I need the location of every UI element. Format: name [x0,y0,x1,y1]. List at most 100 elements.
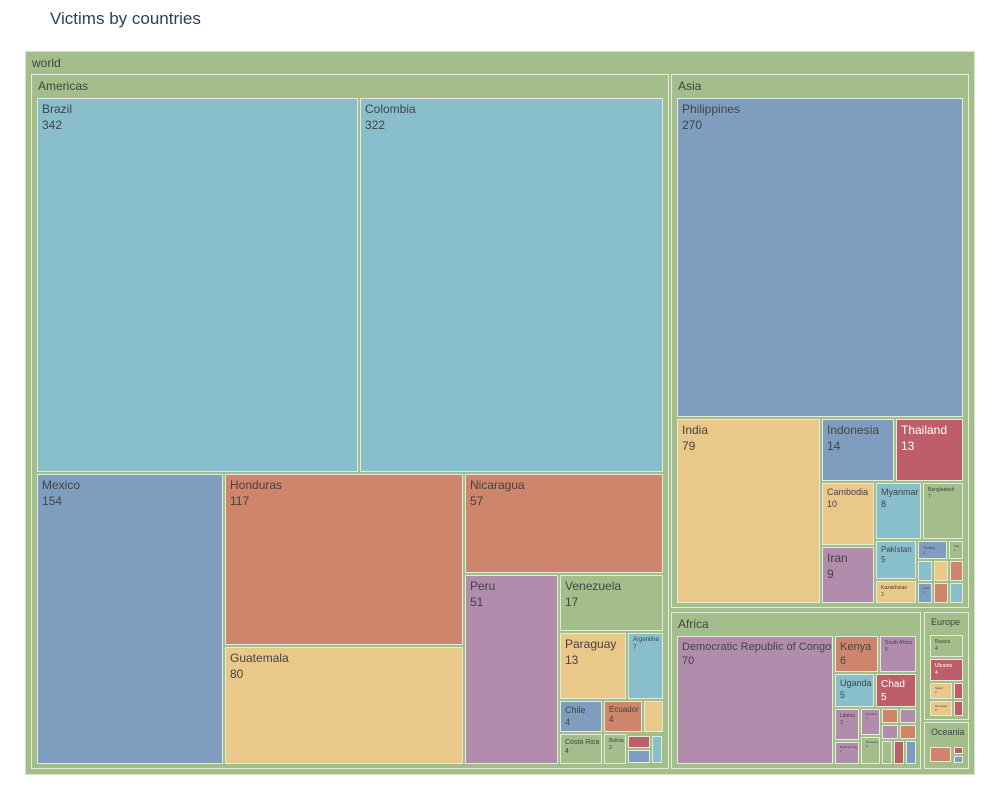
treemap-tile-colombia[interactable]: Colombia 322 [360,98,663,472]
tile-value: 5 [840,689,846,700]
tile-label: Bolivia 2 [609,738,624,751]
tile-name: Bangladesh [928,487,955,493]
treemap-tile-oc-s1[interactable] [930,747,951,762]
tile-value: 5 [885,646,888,653]
treemap-tile-as-s3[interactable] [950,561,963,581]
treemap-tile-as-s2[interactable] [934,561,948,581]
treemap-tile-as-s4[interactable] [934,583,948,603]
tile-value: 5 [881,555,886,565]
treemap-tile-ecuador[interactable]: Ecuador 4 [604,701,642,732]
tile-value: 80 [230,666,244,681]
tile-label: Peru 51 [470,579,495,610]
treemap-tile-paraguay[interactable]: Paraguay 13 [560,633,626,699]
tile-label: Paraguay 13 [565,637,616,668]
tile-name: Brazil [42,102,73,116]
tile-name: Cambodia [827,487,869,497]
treemap-tile-eu-s2[interactable] [954,701,963,716]
tile-label: Americas [38,79,88,95]
tile-value: 51 [470,594,484,609]
treemap-tile-chad[interactable]: Chad 5 [876,674,916,707]
treemap-tile-gambia[interactable]: Gambia 2 [861,709,880,735]
treemap-tile-kazakhstan[interactable]: Kazakhstan 3 [876,581,916,603]
tile-name: Romania [935,704,948,708]
treemap-tile-af-s3[interactable] [882,725,898,739]
treemap-tile-thailand[interactable]: Thailand 13 [896,419,963,481]
treemap-tile-chile[interactable]: Chile 4 [560,701,602,732]
treemap-tile-am-s2[interactable] [628,736,650,748]
tile-name: Oceania [931,727,965,737]
treemap-tile-guatemala[interactable]: Guatemala 80 [225,647,463,764]
treemap-tile-romania[interactable]: Romania 2 [930,701,952,716]
treemap-tile-oc-s2[interactable] [954,747,963,754]
treemap-tile-indonesia[interactable]: Indonesia 14 [822,419,894,481]
treemap-tile-argentina[interactable]: Argentina 7 [628,633,663,699]
treemap-tile-am-s3[interactable] [628,750,650,763]
treemap-tile-as-s1[interactable] [918,561,932,581]
tile-value: 154 [42,493,63,508]
treemap-tile-drc[interactable]: Democratic Republic of Congo 70 [677,636,833,764]
treemap-tile-honduras[interactable]: Honduras 117 [225,474,463,645]
treemap-tile-burkinafaso[interactable]: Burkina Faso 2 [835,742,859,764]
tile-value: 14 [827,438,841,453]
treemap-tile-bangladesh[interactable]: Bangladesh 7 [923,483,963,539]
treemap-tile-ukraine[interactable]: Ukraine 4 [930,659,963,681]
treemap-tile-peru[interactable]: Peru 51 [465,575,558,764]
tile-label: Asia [678,79,701,95]
treemap-tile-uganda[interactable]: Uganda 5 [835,674,874,707]
tile-value: 4 [935,645,938,652]
treemap-tile-af-s7[interactable] [906,741,916,764]
treemap-tile-laos[interactable]: Laos 1 [918,583,932,603]
tile-label: Kazakhstan 3 [881,585,907,598]
tile-value: 4 [565,748,569,756]
tile-label: Romania 2 [935,704,948,713]
treemap-tile-southafrica[interactable]: South Africa 5 [880,636,916,672]
treemap-tile-iraq[interactable]: Iraq 1 [949,541,963,559]
treemap-tile-af-s2[interactable] [900,709,916,723]
treemap-tile-spain[interactable]: Spain 2 [930,683,952,699]
treemap-tile-oc-s3[interactable] [954,756,963,763]
tile-value: 7 [633,644,637,651]
treemap-tile-costarica[interactable]: Costa Rica 4 [560,734,602,764]
treemap-tile-nicaragua[interactable]: Nicaragua 57 [465,474,663,573]
treemap-tile-af-s6[interactable] [894,741,904,764]
treemap-tile-tanzania[interactable]: Tanzania 2 [861,737,880,764]
tile-label: Kenya 6 [840,640,871,669]
treemap-tile-russia[interactable]: Russia 4 [930,635,963,657]
treemap-tile-venezuela[interactable]: Venezuela 17 [560,575,663,631]
tile-value: 79 [682,438,696,453]
treemap-tile-cambodia[interactable]: Cambodia 10 [822,483,874,545]
tile-value: 7 [928,493,931,500]
treemap-tile-liberia[interactable]: Liberia 3 [835,709,859,740]
tile-name: Chile [565,705,586,715]
tile-label: Costa Rica 4 [565,738,599,756]
treemap-tile-af-s1[interactable] [882,709,898,723]
tile-value: 1 [954,547,956,552]
tile-value: 5 [881,692,887,703]
treemap-tile-eu-s1[interactable] [954,683,963,699]
treemap-tile-af-s5[interactable] [882,741,892,764]
treemap-tile-kenya[interactable]: Kenya 6 [835,636,878,672]
treemap-tile-as-s5[interactable] [950,583,963,603]
treemap-tile-myanmar[interactable]: Myanmar 8 [876,483,921,539]
treemap-tile-pakistan[interactable]: Pakistan 5 [876,541,916,579]
treemap-tile-af-s4[interactable] [900,725,916,739]
treemap-tile-am-s1[interactable] [644,701,663,732]
tile-label: Tanzania 2 [866,740,878,749]
tile-name: Laos [923,586,930,590]
treemap-tile-iran[interactable]: Iran 9 [822,547,874,603]
tile-label: Turkey 2 [923,545,935,555]
treemap-tile-bolivia[interactable]: Bolivia 2 [604,734,626,764]
treemap-tile-mexico[interactable]: Mexico 154 [37,474,223,764]
tile-label: Chile 4 [565,705,586,728]
treemap-tile-india[interactable]: India 79 [677,419,820,603]
tile-value: 13 [901,438,915,453]
tile-name: Kenya [840,641,872,653]
treemap-tile-philippines[interactable]: Philippines 270 [677,98,963,417]
tile-value: 6 [840,655,847,668]
treemap-tile-turkey[interactable]: Turkey 2 [918,541,947,559]
tile-value: 2 [866,743,868,748]
treemap-tile-brazil[interactable]: Brazil 342 [37,98,358,472]
treemap-tile-am-s4[interactable] [652,736,662,763]
tile-value: 9 [827,566,834,581]
